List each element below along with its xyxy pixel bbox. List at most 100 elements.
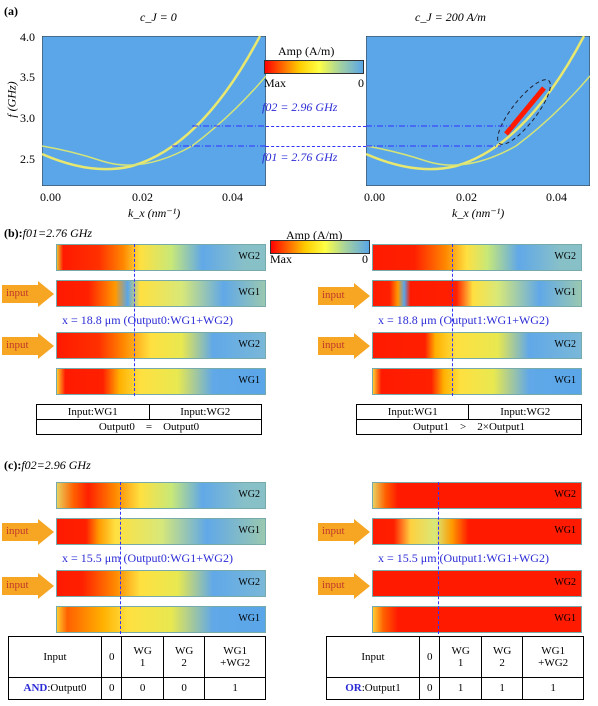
input-arrow: input xyxy=(2,519,54,545)
cell: :Output1 xyxy=(361,682,401,695)
cell-stack: WG1 +WG2 xyxy=(522,636,584,678)
annot-c-right: x = 15.5 μm (Output1:WG1+WG2) xyxy=(378,551,549,565)
cell: Input xyxy=(8,636,102,678)
wg1-label: WG1 xyxy=(554,375,576,386)
cell: 0 xyxy=(418,636,441,678)
cell: 1 xyxy=(480,676,524,700)
cell: WG xyxy=(451,644,470,657)
waveguide-wg2: WG2 xyxy=(56,332,266,359)
waveguide-wg1: WG1 xyxy=(56,606,266,633)
dispersion-plot-left xyxy=(42,36,266,186)
wg2-label: WG2 xyxy=(554,339,576,350)
f02-line xyxy=(266,126,366,127)
cell-op: = xyxy=(145,421,153,433)
table-b-right: Input:WG1 Input:WG2 Output1 > 2×Output1 xyxy=(355,404,582,435)
input-label: input xyxy=(322,339,345,351)
panel-b-header: (b):f01=2.76 GHz xyxy=(4,226,92,241)
panel-c-header: (c):f02=2.96 GHz xyxy=(4,458,91,473)
waveguide-wg1: WG1 xyxy=(56,368,266,395)
xtick: 0.02 xyxy=(132,190,153,204)
input-label: input xyxy=(322,289,345,301)
cell: 1 xyxy=(439,676,482,700)
cell: 2×Output1 xyxy=(477,421,526,433)
waveguide-wg1: WG1 xyxy=(372,280,582,307)
x-axis-label-right: k_x (nm⁻¹) xyxy=(452,206,505,220)
wg2-label: WG2 xyxy=(238,339,260,350)
cell: Input xyxy=(326,636,420,678)
wg1-label: WG1 xyxy=(238,525,260,536)
input-arrow: input xyxy=(318,519,370,545)
xtick: 0.00 xyxy=(364,190,385,204)
gate-name: AND xyxy=(23,682,48,695)
cell: Input:WG1 xyxy=(355,404,470,420)
xtick: 0.04 xyxy=(222,190,243,204)
waveguide-wg2: WG2 xyxy=(372,244,582,271)
panel-c-label: (c): xyxy=(4,458,22,472)
or-truth-table: Input 0 WG 1 WG 2 WG1 +WG2 OR:Output1 0 1 1… xyxy=(326,636,584,700)
wg2-label: WG2 xyxy=(238,251,260,262)
annot-b-left: x = 18.8 μm (Output0:WG1+WG2) xyxy=(62,313,233,327)
ytick: 2.5 xyxy=(20,152,35,166)
wg2-label: WG2 xyxy=(554,577,576,588)
cell-row: Output1 > 2×Output1 xyxy=(356,419,582,435)
wg1-label: WG1 xyxy=(554,613,576,624)
cell: 0 xyxy=(418,676,441,700)
probe-line-c-right xyxy=(438,482,439,634)
ytick: 3.0 xyxy=(20,111,35,125)
xtick: 0.04 xyxy=(546,190,567,204)
cell: 1 xyxy=(204,676,266,700)
waveguide-wg2: WG2 xyxy=(372,332,582,359)
and-truth-table: Input 0 WG 1 WG 2 WG1 +WG2 AND:Output0 0 0 … xyxy=(8,636,266,700)
cell: 2 xyxy=(499,656,505,669)
cell-stack: WG 2 xyxy=(480,636,524,678)
input-arrow: input xyxy=(2,573,54,599)
wg2-label: WG2 xyxy=(238,489,260,500)
waveguide-wg1: WG1 xyxy=(56,518,266,545)
input-label: input xyxy=(6,287,29,299)
f01-line xyxy=(266,146,366,147)
colorbar-title-b: Amp (A/m) xyxy=(286,228,343,242)
cell-stack: WG1 +WG2 xyxy=(204,636,266,678)
input-label: input xyxy=(6,579,29,591)
panel-b-label: (b): xyxy=(4,226,23,240)
input-arrow: input xyxy=(318,573,370,599)
input-arrow: input xyxy=(318,333,370,359)
wg1-label: WG1 xyxy=(238,287,260,298)
cell: :Output0 xyxy=(47,682,87,695)
waveguide-wg1: WG1 xyxy=(56,280,266,307)
panel-c-freq: f02=2.96 GHz xyxy=(21,458,91,472)
cell-row: Output0 = Output0 xyxy=(36,419,262,435)
cell-stack: WG 1 xyxy=(439,636,482,678)
y-axis-label: f (GHz) xyxy=(4,81,19,118)
cell: +WG2 xyxy=(220,656,251,669)
panel-a-label: (a) xyxy=(4,4,18,18)
gate-name: OR xyxy=(345,682,362,695)
cell: 0 xyxy=(100,636,123,678)
waveguide-wg1: WG1 xyxy=(372,368,582,395)
waveguide-wg2: WG2 xyxy=(56,570,266,597)
cell: WG xyxy=(133,644,152,657)
colorbar-a xyxy=(264,60,364,74)
wg2-label: WG2 xyxy=(554,251,576,262)
probe-line-b-right xyxy=(452,244,453,396)
waveguide-wg2: WG2 xyxy=(372,570,582,597)
cell: WG1 xyxy=(223,644,248,657)
right-title: c_J = 200 A/m xyxy=(415,10,486,24)
waveguide-wg2: WG2 xyxy=(56,482,266,509)
dispersion-plot-right xyxy=(366,36,590,186)
colorbar-max-b: Max xyxy=(270,252,292,266)
cell: Input:WG1 xyxy=(36,404,150,420)
colorbar-title-a: Amp (A/m) xyxy=(278,44,335,58)
cell: Output0 xyxy=(98,421,135,433)
panel-b-freq: f01=2.76 GHz xyxy=(22,226,93,240)
waveguide-wg1: WG1 xyxy=(372,518,582,545)
annot-c-left: x = 15.5 μm (Output0:WG1+WG2) xyxy=(62,551,233,565)
input-label: input xyxy=(6,525,29,537)
colorbar-min-b: 0 xyxy=(362,252,368,266)
left-title: c_J = 0 xyxy=(140,10,177,24)
cell: 1 xyxy=(139,656,146,669)
xtick: 0.02 xyxy=(456,190,477,204)
cell: 2 xyxy=(181,656,187,669)
gate-cell: OR:Output1 xyxy=(326,676,420,700)
x-axis-label-left: k_x (nm⁻¹) xyxy=(128,206,181,220)
